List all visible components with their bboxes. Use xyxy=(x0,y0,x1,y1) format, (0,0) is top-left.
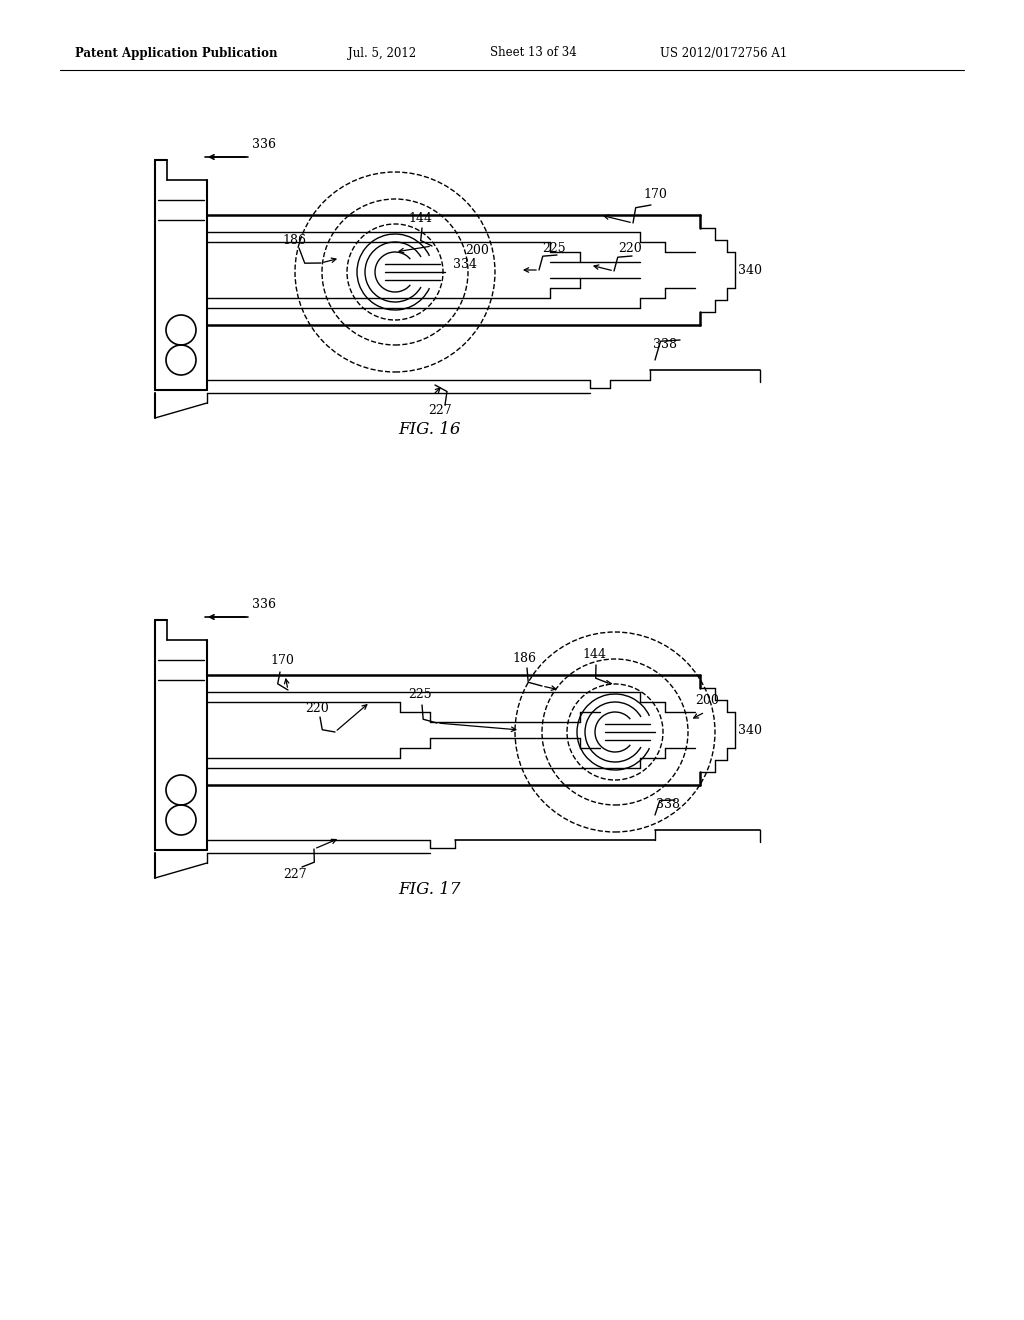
Text: 340: 340 xyxy=(738,264,762,276)
Text: 144: 144 xyxy=(582,648,606,660)
Text: FIG. 17: FIG. 17 xyxy=(398,882,461,899)
Text: 340: 340 xyxy=(738,723,762,737)
Text: 170: 170 xyxy=(643,189,667,202)
Text: FIG. 16: FIG. 16 xyxy=(398,421,461,438)
Text: 227: 227 xyxy=(428,404,452,417)
Text: 338: 338 xyxy=(653,338,677,351)
Text: 227: 227 xyxy=(284,869,307,882)
Text: 144: 144 xyxy=(408,211,432,224)
Text: 200: 200 xyxy=(465,243,488,256)
Text: US 2012/0172756 A1: US 2012/0172756 A1 xyxy=(660,46,787,59)
Text: 336: 336 xyxy=(252,598,276,611)
Text: 170: 170 xyxy=(270,653,294,667)
Text: 200: 200 xyxy=(695,693,719,706)
Text: 336: 336 xyxy=(252,139,276,152)
Text: 338: 338 xyxy=(656,799,680,812)
Text: 186: 186 xyxy=(282,234,306,247)
Text: 220: 220 xyxy=(618,242,642,255)
Text: 225: 225 xyxy=(542,242,565,255)
Text: Patent Application Publication: Patent Application Publication xyxy=(75,46,278,59)
Text: 225: 225 xyxy=(408,689,432,701)
Text: Jul. 5, 2012: Jul. 5, 2012 xyxy=(348,46,416,59)
Text: Sheet 13 of 34: Sheet 13 of 34 xyxy=(490,46,577,59)
Text: 220: 220 xyxy=(305,701,329,714)
Text: 186: 186 xyxy=(512,652,536,664)
Text: 334: 334 xyxy=(453,259,477,272)
